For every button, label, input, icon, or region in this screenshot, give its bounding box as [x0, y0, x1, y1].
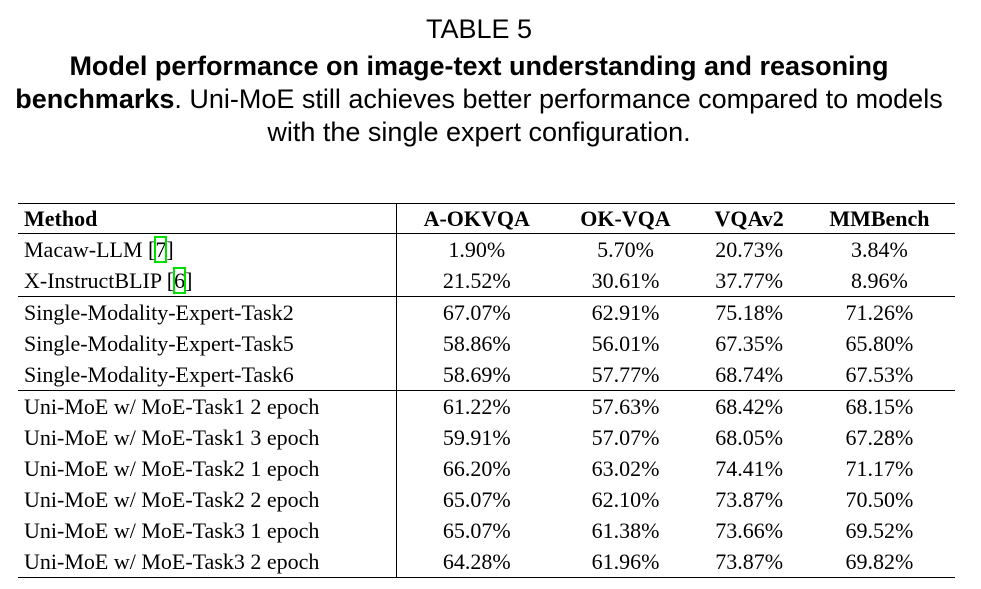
value-cell: 75.18% [715, 299, 784, 325]
citation: 6 [173, 266, 187, 294]
value-cell: 58.86% [442, 330, 511, 356]
method-cell: Macaw-LLM [7] [18, 233, 397, 265]
value-cell: 67.53% [845, 361, 914, 387]
method-cell: Single-Modality-Expert-Task6 [18, 359, 397, 391]
table-row: Single-Modality-Expert-Task5 58.86% 56.01%… [18, 328, 955, 359]
method-text: Uni-MoE w/ MoE-Task3 2 epoch [24, 548, 320, 574]
value-cell: 73.87% [715, 486, 784, 512]
value-cell: 70.50% [845, 486, 914, 512]
method-text: Uni-MoE w/ MoE-Task1 3 epoch [24, 424, 320, 450]
method-cell: X-InstructBLIP [6] [18, 265, 397, 297]
value-cell: 30.61% [591, 267, 660, 293]
table-row: Single-Modality-Expert-Task6 58.69% 57.77%… [18, 359, 955, 391]
method-cell: Uni-MoE w/ MoE-Task1 2 epoch [18, 390, 397, 422]
method-text: Uni-MoE w/ MoE-Task3 1 epoch [24, 517, 320, 543]
method-cell: Uni-MoE w/ MoE-Task3 1 epoch [18, 515, 397, 546]
table-row: Uni-MoE w/ MoE-Task3 2 epoch 64.28% 61.96%… [18, 546, 955, 578]
value-cell: 63.02% [591, 455, 660, 481]
header-cell: OK-VQA [580, 205, 671, 231]
value-cell: 61.22% [442, 393, 511, 419]
table-row: Uni-MoE w/ MoE-Task2 1 epoch 66.20% 63.02%… [18, 453, 955, 484]
table-header: Method A-OKVQA OK-VQA VQAv2 MMBench [18, 203, 955, 234]
table-row: Macaw-LLM [7] 1.90% 5.70% 20.73% 3.84% [18, 233, 955, 265]
value-cell: 67.35% [715, 330, 784, 356]
value-cell: 71.26% [845, 299, 914, 325]
value-cell: 71.17% [845, 455, 914, 481]
method-text: Single-Modality-Expert-Task6 [24, 361, 294, 387]
table-row: Uni-MoE w/ MoE-Task1 2 epoch 61.22% 57.63%… [18, 390, 955, 422]
value-cell: 68.74% [715, 361, 784, 387]
value-cell: 65.07% [442, 486, 511, 512]
header-cell: Method [18, 203, 397, 234]
caption-bold: Model performance on image-text understa… [15, 51, 889, 114]
method-cell: Single-Modality-Expert-Task5 [18, 328, 397, 359]
method-text: Macaw-LLM [ [24, 236, 156, 262]
value-cell: 56.01% [591, 330, 660, 356]
value-cell: 65.07% [442, 517, 511, 543]
table-row: Single-Modality-Expert-Task2 67.07% 62.91%… [18, 296, 955, 328]
value-cell: 1.90% [448, 236, 506, 262]
value-cell: 21.52% [442, 267, 511, 293]
method-cell: Uni-MoE w/ MoE-Task2 2 epoch [18, 484, 397, 515]
value-cell: 5.70% [597, 236, 654, 262]
value-cell: 68.15% [845, 393, 914, 419]
table-row: Uni-MoE w/ MoE-Task3 1 epoch 65.07% 61.38%… [18, 515, 955, 546]
table-row: Uni-MoE w/ MoE-Task2 2 epoch 65.07% 62.10%… [18, 484, 955, 515]
table-row: Uni-MoE w/ MoE-Task1 3 epoch 59.91% 57.07%… [18, 422, 955, 453]
value-cell: 66.20% [442, 455, 511, 481]
method-text: Single-Modality-Expert-Task5 [24, 330, 294, 356]
header-cell: MMBench [829, 205, 930, 231]
value-cell: 73.66% [715, 517, 784, 543]
header-cell: A-OKVQA [423, 205, 530, 231]
results-table: Method A-OKVQA OK-VQA VQAv2 MMBench Macaw-LL… [18, 203, 955, 578]
table-title: TABLE 5 [425, 14, 533, 44]
method-text: Single-Modality-Expert-Task2 [24, 299, 294, 325]
value-cell: 58.69% [442, 361, 511, 387]
value-cell: 69.52% [845, 517, 914, 543]
method-text: ] [166, 236, 174, 262]
value-cell: 64.28% [442, 548, 511, 574]
method-cell: Uni-MoE w/ MoE-Task3 2 epoch [18, 546, 397, 578]
caption: Model performance on image-text understa… [4, 50, 954, 149]
header-cell: VQAv2 [714, 205, 784, 231]
value-cell: 57.77% [591, 361, 660, 387]
method-cell: Single-Modality-Expert-Task2 [18, 296, 397, 328]
value-cell: 62.10% [591, 486, 660, 512]
method-cell: Uni-MoE w/ MoE-Task2 1 epoch [18, 453, 397, 484]
value-cell: 57.63% [591, 393, 660, 419]
value-cell: 8.96% [851, 267, 908, 293]
value-cell: 61.38% [591, 517, 660, 543]
value-cell: 20.73% [715, 236, 784, 262]
value-cell: 65.80% [845, 330, 914, 356]
value-cell: 67.07% [442, 299, 511, 325]
value-cell: 62.91% [591, 299, 660, 325]
caption-text: . Uni-MoE still achieves better performa… [174, 84, 943, 147]
row-group: Macaw-LLM [7] 1.90% 5.70% 20.73% 3.84% X-Inst… [18, 233, 955, 297]
row-group: Uni-MoE w/ MoE-Task1 2 epoch 61.22% 57.63%… [18, 390, 955, 578]
value-cell: 59.91% [442, 424, 511, 450]
citation: 7 [154, 235, 168, 263]
table-row: X-InstructBLIP [6] 21.52% 30.61% 37.77% 8.96… [18, 265, 955, 297]
value-cell: 61.96% [591, 548, 660, 574]
method-text: ] [185, 267, 193, 293]
value-cell: 73.87% [715, 548, 784, 574]
value-cell: 68.05% [715, 424, 784, 450]
value-cell: 74.41% [715, 455, 784, 481]
method-text: Uni-MoE w/ MoE-Task2 1 epoch [24, 455, 320, 481]
method-text: Uni-MoE w/ MoE-Task2 2 epoch [24, 486, 320, 512]
method-text: Uni-MoE w/ MoE-Task1 2 epoch [24, 393, 320, 419]
header-row: Method A-OKVQA OK-VQA VQAv2 MMBench [18, 203, 955, 234]
method-cell: Uni-MoE w/ MoE-Task1 3 epoch [18, 422, 397, 453]
value-cell: 3.84% [851, 236, 908, 262]
value-cell: 57.07% [591, 424, 660, 450]
method-text: X-InstructBLIP [ [24, 267, 175, 293]
value-cell: 67.28% [845, 424, 914, 450]
value-cell: 37.77% [715, 267, 784, 293]
row-group: Single-Modality-Expert-Task2 67.07% 62.91%… [18, 296, 955, 391]
value-cell: 69.82% [845, 548, 914, 574]
value-cell: 68.42% [715, 393, 784, 419]
